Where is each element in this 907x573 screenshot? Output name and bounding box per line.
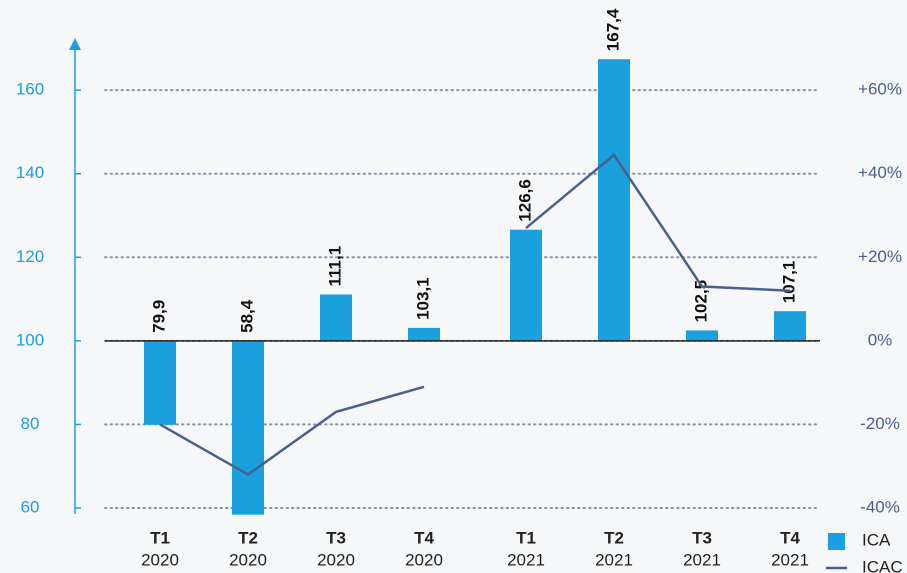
value-label: 111,1 — [325, 246, 344, 287]
bar — [144, 340, 176, 425]
bar — [408, 327, 440, 341]
y-axis-arrow — [69, 38, 81, 50]
x-tick-year: 2020 — [317, 550, 355, 569]
x-tick-year: 2020 — [229, 550, 267, 569]
value-label: 126,6 — [515, 179, 534, 222]
bar — [320, 294, 352, 341]
x-tick-label: T4 — [780, 528, 800, 547]
y-tick-label: 80 — [21, 414, 40, 433]
x-tick-year: 2020 — [141, 550, 179, 569]
line — [159, 385, 425, 477]
bar — [232, 340, 264, 515]
y2-tick-label: 0% — [868, 330, 893, 349]
y-tick-label: 60 — [21, 497, 40, 516]
legend-swatch — [828, 533, 845, 550]
x-tick-label: T4 — [414, 528, 434, 547]
y2-tick-label: -40% — [860, 497, 900, 516]
x-tick-label: T1 — [516, 528, 536, 547]
x-tick-year: 2021 — [771, 550, 809, 569]
y-tick-label: 100 — [16, 330, 44, 349]
legend-label: ICA — [862, 530, 891, 549]
legend-label: ICAC — [862, 557, 903, 573]
line — [525, 153, 791, 292]
x-tick-label: T2 — [604, 528, 624, 547]
y2-tick-label: -20% — [860, 414, 900, 433]
bar — [774, 311, 806, 341]
value-label: 103,1 — [413, 277, 432, 320]
y-tick-label: 140 — [16, 163, 44, 182]
y-tick-label: 160 — [16, 80, 44, 99]
x-tick-label: T1 — [150, 528, 170, 547]
value-label: 58,4 — [237, 299, 256, 333]
x-tick-year: 2021 — [595, 550, 633, 569]
y-tick-label: 120 — [16, 247, 44, 266]
bar — [598, 59, 630, 341]
y2-tick-label: +20% — [858, 247, 902, 266]
x-tick-label: T2 — [238, 528, 258, 547]
x-tick-label: T3 — [326, 528, 346, 547]
x-tick-year: 2021 — [683, 550, 721, 569]
x-tick-year: 2020 — [405, 550, 443, 569]
bar — [686, 330, 718, 341]
x-tick-label: T3 — [692, 528, 712, 547]
bar — [510, 229, 542, 341]
value-label: 79,9 — [149, 300, 168, 333]
value-label: 102,5 — [691, 280, 710, 323]
value-label: 107,1 — [779, 261, 798, 304]
y2-tick-label: +40% — [858, 163, 902, 182]
y2-tick-label: +60% — [858, 80, 902, 99]
x-tick-year: 2021 — [507, 550, 545, 569]
value-label: 167,4 — [603, 8, 622, 51]
